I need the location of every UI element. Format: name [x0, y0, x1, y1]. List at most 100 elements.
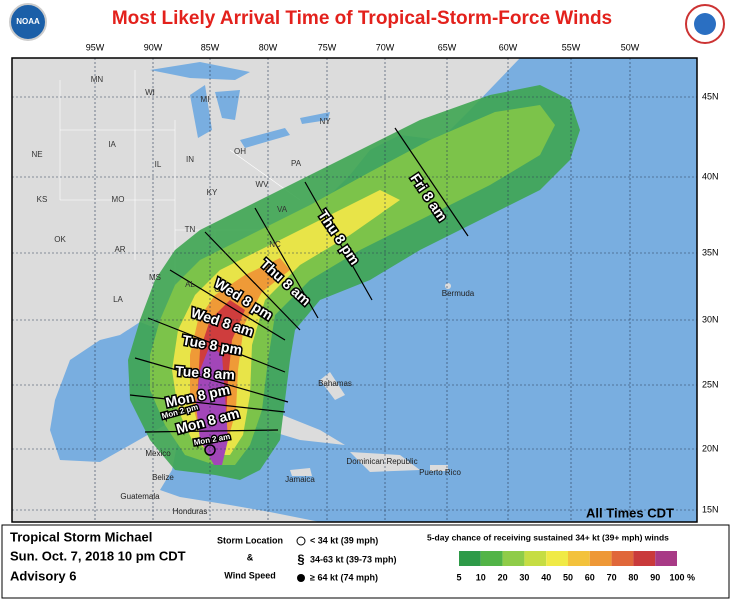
place-label: Belize [152, 473, 174, 482]
lat-label: 25N [702, 379, 719, 389]
legend-swatch [524, 551, 547, 566]
legend-label: 30 [519, 572, 529, 582]
great-lakes [150, 62, 330, 148]
noaa-logo [9, 3, 47, 41]
symbol-storm: § [297, 551, 304, 566]
state-label: VA [277, 205, 288, 214]
title: Most Likely Arrival Time of Tropical-Sto… [112, 8, 612, 29]
legend-swatch [568, 551, 590, 566]
place-label: Jamaica [285, 475, 315, 484]
legend-label: 60 [585, 572, 595, 582]
legend-label: 90 [650, 572, 660, 582]
state-label: KS [37, 195, 48, 204]
swath-90 [196, 345, 228, 465]
legend-label: 80 [628, 572, 638, 582]
info-panel: Tropical Storm Michael Sun. Oct. 7, 2018… [1, 524, 730, 599]
place-label: Mexico [145, 449, 171, 458]
lon-label: 70W [376, 42, 395, 52]
place-label: Guatemala [120, 492, 160, 501]
legend: 5 10 20 30 40 50 60 70 80 90 100% [456, 551, 695, 582]
place-label: Dominican Republic [346, 457, 417, 466]
legend-swatch [480, 551, 503, 566]
state-label: PA [291, 159, 302, 168]
lon-label: 65W [438, 42, 457, 52]
state-label: WI [145, 88, 155, 97]
legend-label: 40 [541, 572, 551, 582]
advisory: Advisory 6 [10, 568, 76, 583]
lon-label: 50W [621, 42, 640, 52]
symbol-hurricane [297, 574, 305, 582]
map: MN WI MI NY IA PA NE IL IN OH KS MO KY WV VA OK AR TN NC SC… [11, 57, 698, 523]
state-label: OH [234, 147, 246, 156]
legend-swatch [633, 551, 656, 566]
key-item: ≥ 64 kt (74 mph) [310, 572, 378, 582]
legend-swatch [611, 551, 634, 566]
nws-logo-inner [694, 13, 716, 35]
state-label: MO [112, 195, 125, 204]
lat-label: 45N [702, 91, 719, 101]
swath-20 [150, 105, 555, 465]
lon-label: 95W [86, 42, 105, 52]
state-label: IL [155, 160, 162, 169]
lat-label: 30N [702, 314, 719, 324]
legend-label: 70 [607, 572, 617, 582]
noaa-text: NOAA [16, 17, 40, 26]
storm-center [204, 444, 216, 456]
lat-label: 40N [702, 171, 719, 181]
lon-label: 75W [318, 42, 337, 52]
lon-label: 55W [562, 42, 581, 52]
storm-name: Tropical Storm Michael [10, 529, 152, 544]
state-label: OK [54, 235, 66, 244]
state-label: AR [114, 245, 125, 254]
graticule [12, 58, 697, 522]
lat-label: 15N [702, 504, 719, 514]
key-item: < 34 kt (39 mph) [310, 535, 378, 545]
state-label: WV [256, 180, 270, 189]
legend-label: 50 [563, 572, 573, 582]
state-label: IA [108, 140, 116, 149]
legend-label: 20 [498, 572, 508, 582]
state-label: NE [31, 150, 42, 159]
key-line3: Wind Speed [224, 570, 275, 580]
state-label: SC [262, 263, 273, 272]
lon-label: 60W [499, 42, 518, 52]
time-note: All Times CDT [586, 505, 674, 520]
lon-label: 85W [201, 42, 220, 52]
place-label: Bermuda [442, 289, 475, 298]
state-label: NC [269, 240, 281, 249]
key-line2: & [247, 552, 254, 562]
legend-swatch [546, 551, 568, 566]
place-label: Bahamas [318, 379, 352, 388]
place-label: Puerto Rico [419, 468, 461, 477]
state-label: KY [207, 188, 218, 197]
bermuda-island [445, 283, 451, 289]
storm-date: Sun. Oct. 7, 2018 10 pm CDT [10, 548, 186, 563]
legend-title: 5-day chance of receiving sustained 34+ … [427, 532, 669, 542]
map-frame [11, 57, 698, 523]
state-label: TN [185, 225, 196, 234]
lon-label: 90W [144, 42, 163, 52]
legend-label: 100 [669, 572, 684, 582]
state-label: LA [113, 295, 123, 304]
state-label: MN [91, 75, 104, 84]
lat-label: 35N [702, 247, 719, 257]
state-label: MI [201, 95, 210, 104]
key-line1: Storm Location [217, 535, 283, 545]
legend-swatch [459, 551, 481, 566]
key-item: 34-63 kt (39-73 mph) [310, 554, 397, 564]
legend-label: 10 [476, 572, 486, 582]
lat-label: 20N [702, 443, 719, 453]
place-label: Honduras [173, 507, 208, 516]
state-label: GA [214, 285, 226, 294]
symbol-depression [296, 536, 306, 546]
lon-label: 80W [259, 42, 278, 52]
legend-swatch [502, 551, 525, 566]
state-label: AL [185, 280, 195, 289]
legend-label: 5 [456, 572, 461, 582]
state-label: IN [186, 155, 194, 164]
legend-swatch [589, 551, 612, 566]
state-label: NY [319, 117, 331, 126]
legend-unit: % [687, 572, 695, 582]
isochrones [129, 127, 469, 433]
